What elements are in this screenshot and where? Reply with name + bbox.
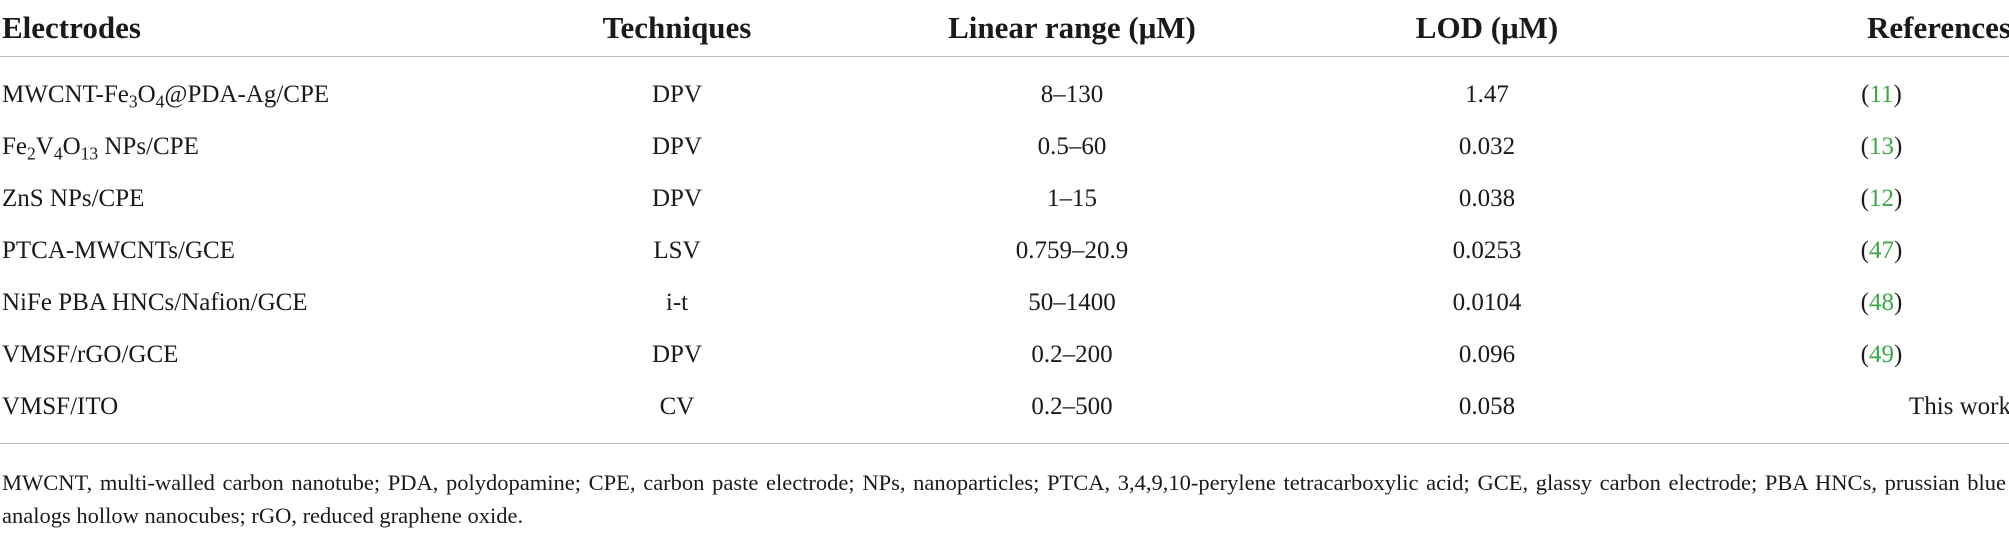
electrode-text: V — [35, 133, 54, 160]
linear-range-cell: 0.759–20.9 — [1015, 237, 1129, 264]
reference-link[interactable]: 13 — [1869, 133, 1894, 160]
electrode-subscript: 4 — [53, 143, 63, 164]
table-row: MWCNT-Fe3O4@PDA-Ag/CPE DPV 8–130 1.47 (1… — [0, 57, 2009, 122]
lod-cell: 0.0104 — [1452, 289, 1522, 316]
electrode-text: NPs/CPE — [98, 133, 199, 160]
lod-cell: 0.096 — [1458, 341, 1516, 368]
reference-cell: (48) — [1692, 277, 2009, 329]
ref-paren: ( — [1860, 289, 1869, 316]
lod-cell: 0.038 — [1458, 185, 1516, 212]
electrode-text: O — [62, 133, 81, 160]
technique-cell: DPV — [651, 133, 702, 160]
ref-paren: ) — [1894, 133, 1903, 160]
linear-range-cell: 0.2–500 — [862, 381, 1282, 444]
electrode-cell: Fe2V4O13 NPs/CPE — [0, 121, 492, 173]
reference-link[interactable]: 48 — [1869, 289, 1894, 316]
ref-paren: ) — [1894, 341, 1903, 368]
ref-paren: ) — [1893, 81, 1902, 108]
comparison-table: Electrodes Techniques Linear range (μM) … — [0, 0, 2009, 444]
ref-paren: ( — [1860, 237, 1869, 264]
reference-link[interactable]: 11 — [1869, 81, 1894, 108]
table-row: NiFe PBA HNCs/Nafion/GCE i-t 50–1400 0.0… — [0, 277, 2009, 329]
table-header: Electrodes Techniques Linear range (μM) … — [0, 0, 2009, 57]
header-techniques: Techniques — [492, 0, 862, 57]
ref-paren: ) — [1894, 289, 1903, 316]
electrode-cell: ZnS NPs/CPE — [2, 185, 145, 212]
ref-paren: ( — [1860, 341, 1869, 368]
electrode-cell: NiFe PBA HNCs/Nafion/GCE — [2, 289, 308, 316]
header-linear-range: Linear range (μM) — [862, 0, 1282, 57]
ref-paren: ( — [1860, 133, 1869, 160]
header-row: Electrodes Techniques Linear range (μM) … — [0, 0, 2009, 57]
electrode-text: O — [137, 81, 156, 108]
technique-cell: LSV — [653, 237, 701, 264]
electrode-cell: VMSF/rGO/GCE — [2, 341, 179, 368]
linear-range-cell: 50–1400 — [1028, 289, 1116, 316]
technique-cell: DPV — [651, 185, 702, 212]
ref-paren: ( — [1860, 185, 1869, 212]
linear-range-cell: 0.2–200 — [1031, 341, 1113, 368]
table-row: Fe2V4O13 NPs/CPE DPV 0.5–60 0.032 (13) — [0, 121, 2009, 173]
reference-cell: (49) — [1692, 329, 2009, 381]
reference-cell: (47) — [1692, 225, 2009, 277]
header-lod: LOD (μM) — [1282, 0, 1692, 57]
lod-cell: 0.032 — [1458, 133, 1516, 160]
electrode-text: Fe — [2, 133, 27, 160]
electrode-subscript: 2 — [27, 143, 36, 164]
technique-cell: i-t — [665, 289, 689, 316]
linear-range-cell: 8–130 — [1040, 81, 1104, 108]
technique-cell: DPV — [651, 81, 702, 108]
ref-paren: ( — [1861, 81, 1870, 108]
technique-cell: DPV — [651, 341, 702, 368]
electrode-cell: MWCNT-Fe3O4@PDA-Ag/CPE — [0, 57, 492, 122]
electrode-cell: VMSF/ITO — [0, 381, 492, 444]
reference-cell: (13) — [1692, 121, 2009, 173]
linear-range-cell: 1–15 — [1047, 185, 1097, 212]
electrode-cell: PTCA-MWCNTs/GCE — [2, 237, 235, 264]
table-row: ZnS NPs/CPE DPV 1–15 0.038 (12) — [0, 173, 2009, 225]
reference-cell: (12) — [1692, 173, 2009, 225]
electrode-text: @PDA-Ag/CPE — [164, 81, 330, 108]
table-row: PTCA-MWCNTs/GCE LSV 0.759–20.9 0.0253 (4… — [0, 225, 2009, 277]
electrode-text: MWCNT-Fe — [2, 81, 129, 108]
table-body: MWCNT-Fe3O4@PDA-Ag/CPE DPV 8–130 1.47 (1… — [0, 57, 2009, 444]
linear-range-cell: 0.5–60 — [1037, 133, 1107, 160]
ref-paren: ) — [1894, 237, 1903, 264]
reference-link[interactable]: 49 — [1869, 341, 1894, 368]
table-row: VMSF/rGO/GCE DPV 0.2–200 0.096 (49) — [0, 329, 2009, 381]
electrode-subscript: 13 — [80, 143, 99, 164]
electrode-subscript: 3 — [128, 91, 138, 112]
reference-cell: (11) — [1692, 57, 2009, 122]
table-row: VMSF/ITO CV 0.2–500 0.058 This work — [0, 381, 2009, 444]
technique-cell: CV — [492, 381, 862, 444]
header-electrodes: Electrodes — [0, 0, 492, 57]
ref-paren: ) — [1894, 185, 1903, 212]
reference-link[interactable]: 47 — [1869, 237, 1894, 264]
reference-cell: This work — [1692, 381, 2009, 444]
lod-cell: 1.47 — [1465, 81, 1509, 108]
lod-cell: 0.0253 — [1452, 237, 1522, 264]
reference-link[interactable]: 12 — [1869, 185, 1894, 212]
lod-cell: 0.058 — [1282, 381, 1692, 444]
electrode-subscript: 4 — [155, 91, 165, 112]
table-footnote: MWCNT, multi-walled carbon nanotube; PDA… — [2, 470, 2006, 528]
header-references: References — [1692, 0, 2009, 57]
